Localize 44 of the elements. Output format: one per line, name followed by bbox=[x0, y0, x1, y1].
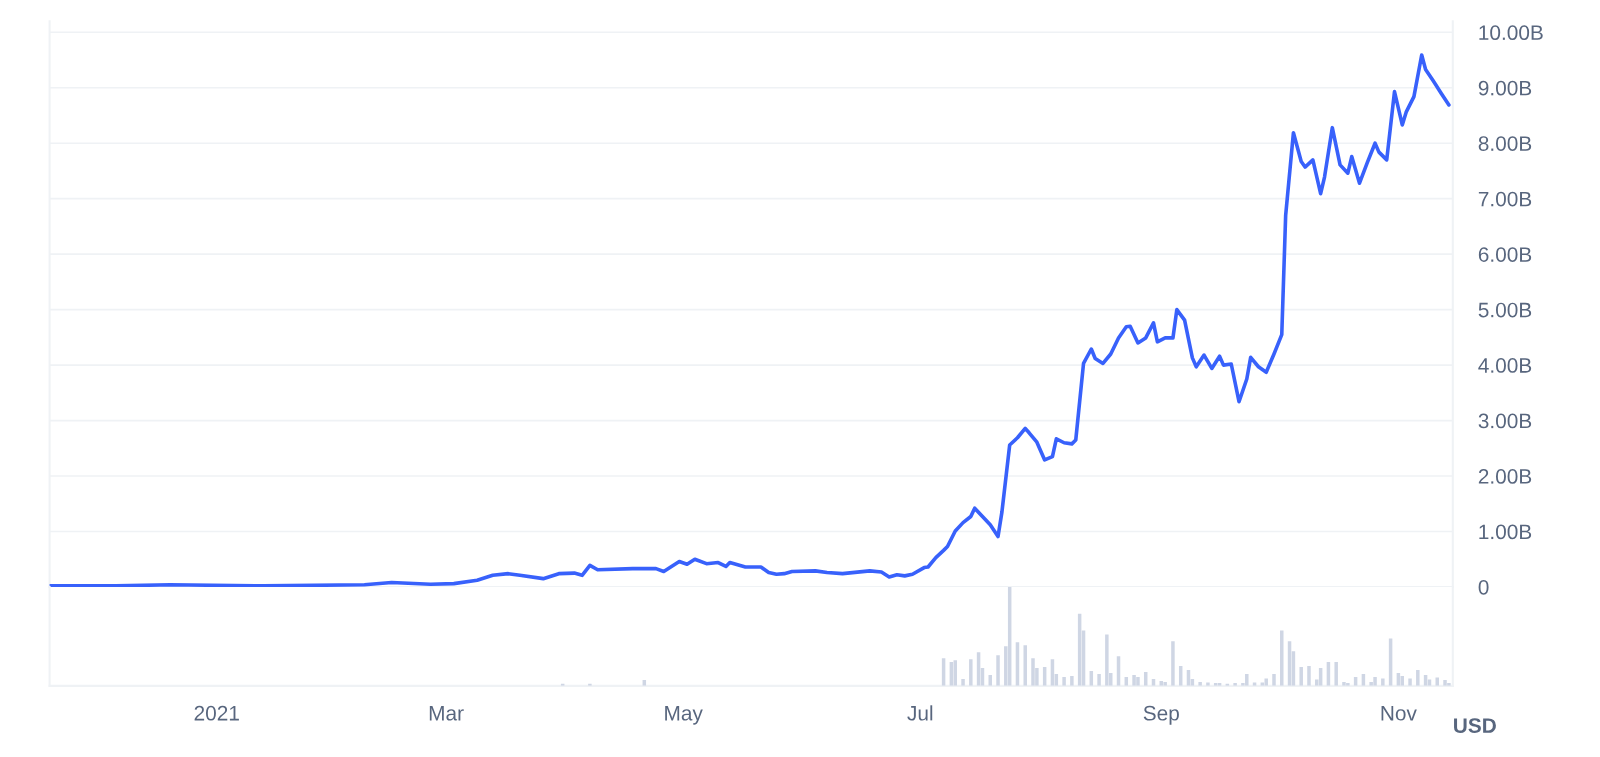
y-tick-label: 6.00B bbox=[1478, 247, 1532, 262]
bar bbox=[1272, 673, 1276, 686]
bar bbox=[1132, 674, 1136, 686]
bar bbox=[1408, 678, 1412, 686]
bar bbox=[1171, 641, 1175, 686]
bar bbox=[1381, 678, 1385, 686]
bar bbox=[1280, 630, 1284, 686]
bar bbox=[1334, 662, 1338, 686]
x-tick-label: Sep bbox=[1143, 705, 1179, 725]
bar bbox=[1206, 682, 1210, 686]
bar bbox=[1062, 676, 1066, 686]
y-tick-label: 0 bbox=[1478, 579, 1489, 595]
bar bbox=[1307, 666, 1311, 686]
y-tick-label: 4.00B bbox=[1478, 358, 1532, 373]
bar bbox=[1105, 634, 1109, 686]
x-tick-label: Mar bbox=[429, 706, 464, 721]
y-tick-label: 1.00B bbox=[1479, 524, 1532, 540]
x-tick-label: May bbox=[665, 706, 703, 725]
y-tick-label: 7.00B bbox=[1478, 191, 1532, 207]
bar bbox=[1373, 676, 1377, 686]
bar bbox=[1299, 667, 1303, 686]
x-tick-label: 2021 bbox=[194, 705, 239, 721]
bar bbox=[1031, 658, 1035, 686]
bar bbox=[1097, 673, 1101, 686]
bar bbox=[1245, 673, 1249, 686]
bar bbox=[1136, 676, 1140, 686]
y-axis-title: USD bbox=[1454, 718, 1496, 733]
bar bbox=[1070, 675, 1074, 686]
y-tick-label: 10.00B bbox=[1479, 25, 1543, 41]
y-tick-label: 8.00B bbox=[1478, 136, 1532, 151]
x-tick-label: Jul bbox=[907, 705, 933, 721]
bar bbox=[961, 678, 965, 686]
bar bbox=[996, 655, 1000, 686]
x-tick-label: Nov bbox=[1381, 706, 1417, 721]
bar bbox=[969, 659, 973, 686]
bar bbox=[1023, 645, 1027, 686]
y-tick-label: 2.00B bbox=[1478, 469, 1532, 484]
bar bbox=[1264, 678, 1268, 686]
bar bbox=[1416, 670, 1420, 686]
line-series bbox=[49, 53, 1451, 587]
y-tick-label: 9.00B bbox=[1478, 80, 1532, 96]
y-tick-label: 3.00B bbox=[1478, 413, 1532, 429]
bar bbox=[1443, 679, 1447, 686]
y-tick-label: 5.00B bbox=[1478, 302, 1532, 318]
